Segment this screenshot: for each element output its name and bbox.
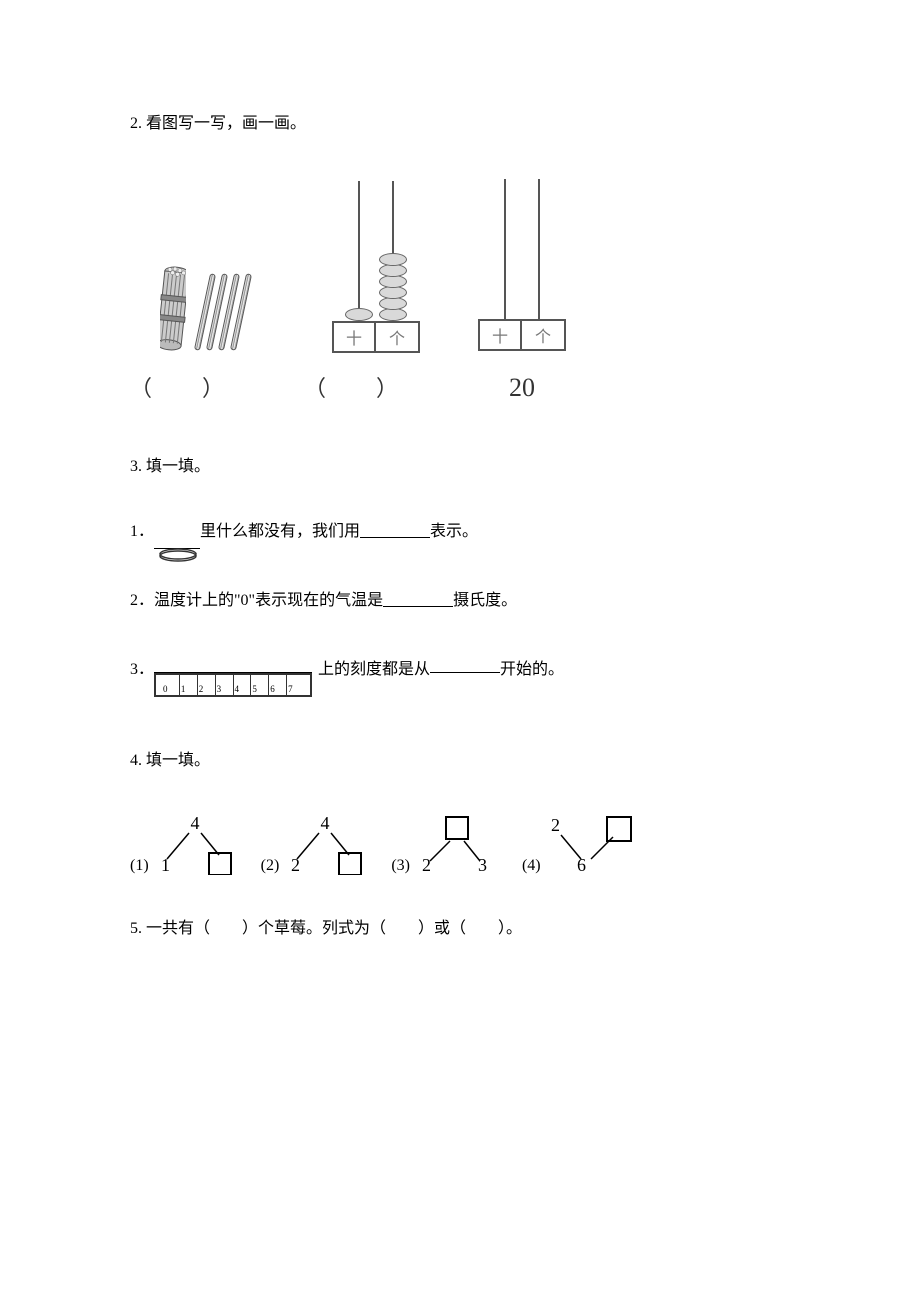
abacus-1: 十 个 — [332, 181, 420, 353]
q2-abacus2-col: 十 个 20 — [478, 179, 566, 403]
place-ones: 个 — [522, 321, 564, 349]
q3-3-post: 开始的。 — [500, 655, 564, 679]
blank-underline — [154, 655, 312, 673]
abacus-bead — [345, 308, 373, 321]
bond-diagram: 4 2 — [283, 815, 365, 875]
q4-title: 4. 填一填。 — [130, 747, 790, 776]
bond-diagram: 2 3 — [414, 815, 496, 875]
bond-1: (1) 4 1 — [130, 815, 235, 875]
plate-icon — [158, 547, 198, 563]
abacus2-base: 十 个 — [478, 319, 566, 351]
ruler-tick: 6 — [268, 675, 286, 695]
q4-bonds-row: (1) 4 1 (2) 4 2 (3) 2 3 (4) — [130, 815, 790, 875]
ruler-tick: 7 — [286, 675, 304, 695]
blank-underline — [430, 655, 500, 673]
bond-3: (3) 2 3 — [391, 815, 496, 875]
q2-sticks-col: （） — [130, 266, 274, 403]
answer-paren: （） — [304, 371, 448, 403]
svg-text:2: 2 — [291, 855, 300, 875]
abacus2-ones-rod — [538, 179, 540, 319]
place-tens: 十 — [334, 323, 376, 351]
place-ones: 个 — [376, 323, 418, 351]
q3-2-pre: 2．温度计上的"0"表示现在的气温是 — [130, 586, 383, 610]
svg-text:1: 1 — [161, 855, 170, 875]
svg-text:4: 4 — [190, 815, 199, 833]
ruler-tick: 0 — [162, 675, 179, 695]
ruler-icon: 0 1 2 3 4 5 6 7 — [154, 673, 312, 697]
bond-label: (1) — [130, 857, 149, 875]
blank-underline — [383, 589, 453, 607]
bond-diagram: 2 6 — [545, 815, 637, 875]
bond-label: (4) — [522, 857, 541, 875]
q3-1-post: 表示。 — [430, 517, 478, 541]
q3-item-2: 2．温度计上的"0"表示现在的气温是 摄氏度。 — [130, 586, 790, 610]
q2-figures-row: （） 十 个 （） — [130, 179, 790, 403]
abacus1-ones-rod — [392, 181, 394, 321]
abacus1-tens-rod — [358, 181, 360, 321]
svg-text:4: 4 — [321, 815, 330, 833]
ruler-tick: 3 — [215, 675, 233, 695]
bond-label: (3) — [391, 857, 410, 875]
q2-title: 2. 看图写一写，画一画。 — [130, 110, 790, 139]
q3-1-pre: 1． — [130, 517, 154, 541]
ruler-tick: 1 — [179, 675, 197, 695]
bond-4: (4) 2 6 — [522, 815, 637, 875]
q3-3-pre: 3． — [130, 655, 154, 679]
blank-underline — [360, 520, 430, 538]
bond-diagram: 4 1 — [153, 815, 235, 875]
abacus2-tens-rod — [504, 179, 506, 319]
svg-text:2: 2 — [551, 815, 560, 835]
ruler-tick: 5 — [250, 675, 268, 695]
q2-abacus1-col: 十 个 （） — [304, 181, 448, 403]
abacus-2: 十 个 — [478, 179, 566, 351]
ruler-tick: 4 — [233, 675, 251, 695]
q3-item-3: 3． 0 1 2 3 4 5 6 7 上的刻度都是从 开始的。 — [130, 655, 790, 697]
abacus2-value: 20 — [509, 373, 535, 403]
place-tens: 十 — [480, 321, 522, 349]
svg-text:6: 6 — [577, 855, 586, 875]
ruler-tick: 2 — [197, 675, 215, 695]
q3-3-mid: 上的刻度都是从 — [318, 655, 430, 679]
abacus1-base: 十 个 — [332, 321, 420, 353]
svg-text:3: 3 — [478, 855, 487, 875]
q5-text: 5. 一共有（ ）个草莓。列式为（ ）或（ ）。 — [130, 915, 790, 944]
q3-title: 3. 填一填。 — [130, 453, 790, 482]
q3-1-mid: 里什么都没有，我们用 — [200, 517, 360, 541]
abacus-bead — [379, 253, 407, 266]
bond-2: (2) 4 2 — [261, 815, 366, 875]
svg-text:2: 2 — [422, 855, 431, 875]
sticks-group — [160, 266, 244, 351]
q3-item-1: 1． 里什么都没有，我们用 表示。 — [130, 517, 790, 541]
bond-label: (2) — [261, 857, 280, 875]
answer-paren: （） — [130, 371, 274, 403]
stick-bundle — [160, 266, 186, 351]
q3-2-post: 摄氏度。 — [453, 586, 517, 610]
